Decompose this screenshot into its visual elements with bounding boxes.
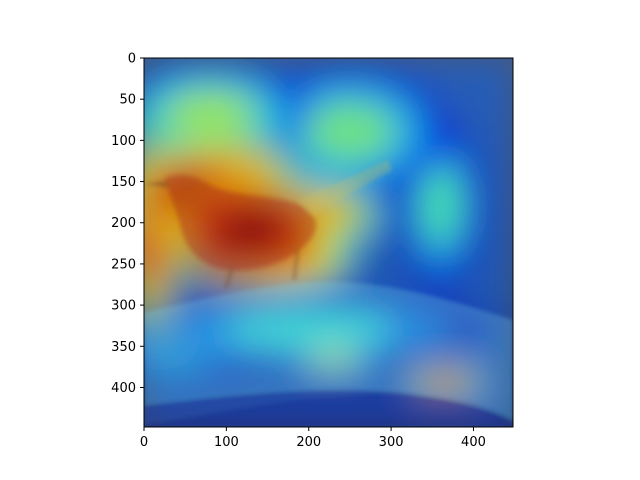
y-tick-label-50: 50 <box>119 93 136 108</box>
y-tick-label-400: 400 <box>111 381 136 396</box>
x-axis: 0 100 200 300 400 <box>140 427 486 450</box>
bird-legs-silhouette <box>224 247 300 289</box>
x-tick-label-300: 300 <box>379 435 404 450</box>
photo-silhouettes <box>144 160 513 427</box>
bird-tail-silhouette <box>300 160 392 214</box>
y-tick-label-0: 0 <box>128 52 136 67</box>
heat-spot-right-patch-2 <box>420 166 461 246</box>
y-tick-label-150: 150 <box>111 175 136 190</box>
y-tick-label-250: 250 <box>111 257 136 272</box>
x-tick-label-200: 200 <box>296 435 321 450</box>
branch-shadow <box>144 389 513 427</box>
bird-body-silhouette <box>165 174 316 271</box>
x-tick-label-0: 0 <box>140 435 148 450</box>
y-tick-label-300: 300 <box>111 299 136 314</box>
heat-spot-upper-mid-2 <box>305 102 395 162</box>
heat-spot-upper-left-2 <box>165 90 255 141</box>
bird-beak-silhouette <box>144 180 168 188</box>
y-tick-label-350: 350 <box>111 340 136 355</box>
axes-frame <box>143 57 514 428</box>
axes-area <box>144 58 513 427</box>
y-tick-label-200: 200 <box>111 216 136 231</box>
y-axis: 0 50 100 150 200 250 300 350 400 <box>111 52 144 396</box>
branch-silhouette <box>144 281 513 425</box>
y-tick-label-100: 100 <box>111 134 136 149</box>
x-tick-label-100: 100 <box>214 435 239 450</box>
x-tick-label-400: 400 <box>461 435 486 450</box>
